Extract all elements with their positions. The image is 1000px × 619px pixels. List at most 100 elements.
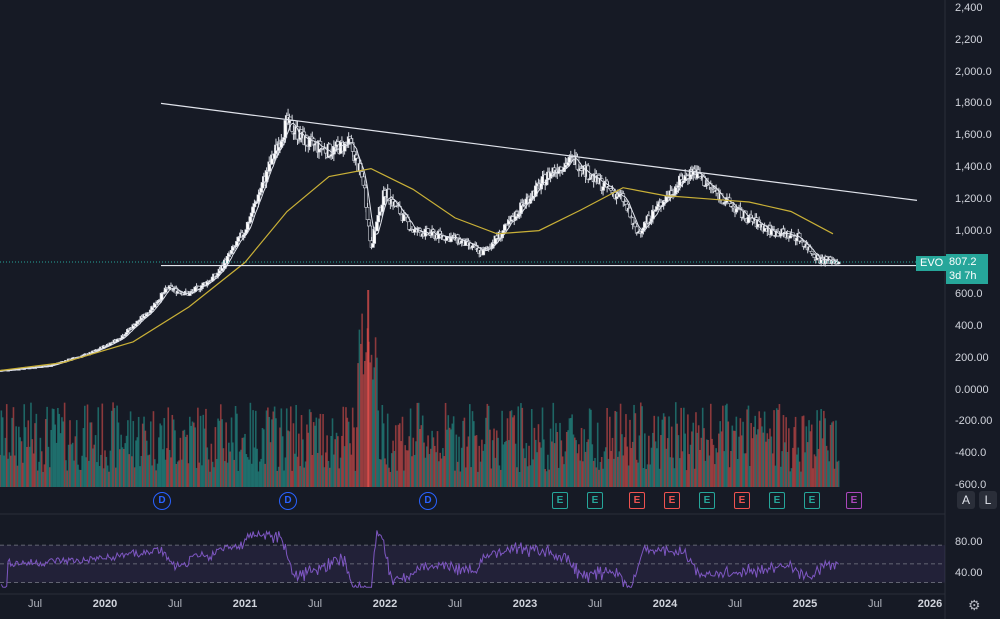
volume-bar	[669, 457, 672, 487]
volume-bar	[154, 459, 156, 487]
volume-bar	[0, 410, 3, 487]
volume-bar	[69, 420, 71, 487]
volume-bar	[773, 410, 775, 487]
volume-bar	[705, 439, 708, 487]
volume-bar	[174, 430, 176, 487]
volume-bar	[771, 453, 774, 487]
settings-gear-icon[interactable]: ⚙	[968, 597, 981, 613]
candle-body	[249, 212, 254, 217]
volume-bar	[438, 461, 440, 487]
price-tick-label: 2,400	[955, 2, 983, 14]
volume-bar	[385, 464, 388, 487]
last-price-tag: 807.2 3d 7h	[946, 254, 988, 284]
volume-bar	[477, 471, 479, 487]
earnings-marker[interactable]: E	[846, 492, 862, 509]
volume-bar	[446, 429, 448, 487]
volume-bar	[23, 404, 26, 487]
volume-bar	[662, 413, 665, 487]
ticker-tag: EVO	[916, 256, 948, 271]
earnings-marker[interactable]: E	[587, 492, 603, 509]
volume-bar	[242, 437, 245, 487]
volume-bar	[128, 454, 131, 487]
volume-bar	[299, 466, 301, 487]
volume-bar	[113, 408, 116, 487]
volume-bar	[413, 454, 416, 487]
earnings-marker[interactable]: E	[629, 492, 645, 509]
earnings-marker[interactable]: E	[734, 492, 750, 509]
time-tick-label: Jul	[447, 598, 463, 610]
volume-bar	[373, 367, 376, 487]
volume-bar	[351, 407, 354, 487]
volume-bar	[765, 441, 767, 487]
earnings-marker[interactable]: E	[699, 492, 715, 509]
volume-bar	[687, 414, 689, 487]
auto-scale-button[interactable]: A	[957, 491, 975, 509]
volume-bar	[489, 429, 491, 487]
volume-bar	[544, 469, 546, 487]
volume-bar	[497, 437, 499, 487]
volume-bar	[82, 428, 85, 487]
volume-bar	[572, 434, 575, 487]
volume-bar	[509, 411, 511, 487]
volume-bar	[57, 407, 59, 487]
volume-bar	[249, 402, 252, 487]
volume-bar	[345, 407, 347, 487]
earnings-marker[interactable]: E	[664, 492, 680, 509]
earnings-marker[interactable]: E	[804, 492, 820, 509]
volume-bar	[778, 404, 781, 487]
volume-bar	[329, 467, 331, 487]
volume-bar	[19, 437, 21, 487]
volume-bar	[423, 442, 425, 487]
volume-bar	[241, 437, 244, 487]
volume-bar	[609, 416, 611, 487]
volume-bar	[451, 423, 454, 487]
volume-bar	[222, 448, 225, 487]
dividend-marker[interactable]: D	[279, 492, 297, 510]
volume-bar	[617, 456, 619, 487]
volume-bar	[137, 416, 140, 487]
log-scale-button[interactable]: L	[979, 491, 997, 509]
volume-bar	[821, 438, 824, 487]
volume-bar	[831, 422, 833, 487]
dividend-marker[interactable]: D	[419, 492, 437, 510]
volume-bar	[516, 467, 518, 487]
volume-bar	[319, 413, 322, 487]
earnings-marker[interactable]: E	[552, 492, 568, 509]
volume-bar	[381, 405, 384, 487]
dividend-marker[interactable]: D	[153, 492, 171, 510]
volume-bar	[307, 432, 310, 487]
volume-bar	[318, 418, 320, 487]
volume-bar	[229, 451, 231, 487]
volume-bar	[691, 431, 693, 487]
time-tick-label: Jul	[27, 598, 43, 610]
volume-bar	[774, 465, 777, 487]
volume-bar	[404, 445, 406, 487]
volume-bar	[70, 444, 73, 487]
long-moving-average	[0, 167, 834, 372]
volume-bar	[819, 420, 821, 487]
volume-bar	[260, 458, 262, 487]
volume-bar	[520, 403, 522, 487]
volume-bar	[100, 454, 102, 487]
earnings-marker[interactable]: E	[769, 492, 785, 509]
last-price: 807.2	[949, 256, 977, 268]
volume-bar	[420, 425, 423, 487]
price-tick-label: -400.0	[955, 447, 987, 460]
volume-bar	[555, 423, 557, 487]
volume-bar	[785, 417, 787, 487]
volume-bar	[654, 441, 657, 487]
volume-bar	[197, 407, 199, 487]
volume-bar	[237, 470, 240, 487]
volume-bar	[790, 468, 793, 487]
volume-bar	[775, 408, 778, 487]
volume-bar	[644, 433, 646, 487]
volume-bar	[580, 427, 583, 487]
volume-bar	[494, 457, 497, 487]
volume-bar	[553, 443, 556, 487]
volume-bar	[156, 463, 159, 487]
volume-bar	[529, 465, 532, 487]
volume-bar	[4, 437, 7, 487]
volume-bar	[743, 453, 746, 487]
volume-bar	[649, 464, 651, 487]
